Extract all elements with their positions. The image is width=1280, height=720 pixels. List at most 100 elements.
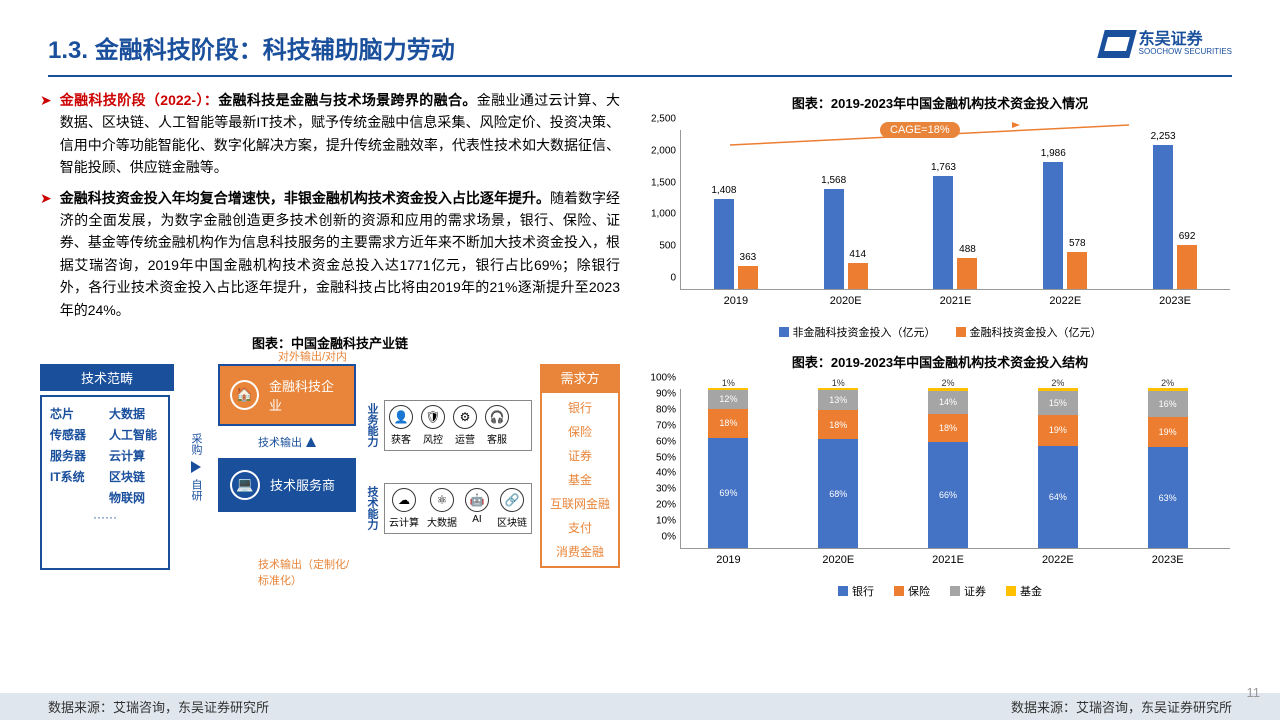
stacked-bar: 64%19%15%2%2022E [1038,388,1078,548]
tech-provider-label: 技术服务商 [270,475,335,494]
industry-chain-diagram: 技术范畴 芯片大数据传感器人工智能服务器云计算IT系统区块链物联网······ … [40,364,620,570]
y-axis-label: 30% [641,484,676,495]
bullet-text: 金融科技阶段（2022-）：金融科技是金融与技术场景跨界的融合。金融业通过云计算… [60,89,620,179]
tech-item: 服务器 [50,447,101,464]
skill-item: 👤获客 [389,405,413,446]
skill-item: ⚛大数据 [427,488,457,529]
skill-icon: 🔗 [500,488,524,512]
skill-item: 🔗区块链 [497,488,527,529]
bar-segment: 68% [818,439,858,548]
fintech-co-label: 金融科技企业 [269,376,344,414]
bar-segment: 1% [708,388,748,390]
bullet-text: 金融科技资金投入年均复合增速快，非银金融机构技术资金投入占比逐年提升。随着数字经… [60,187,620,321]
bar-segment: 18% [708,409,748,438]
arrow-up-icon [306,437,316,447]
tech-item: 芯片 [50,405,101,422]
skill-item: 🛡风控 [421,405,445,446]
tech-item: 区块链 [109,468,160,485]
legend-item: 金融科技资金投入（亿元） [956,324,1102,340]
tech-skills-box: ☁云计算⚛大数据🤖AI🔗区块链 [384,483,532,534]
y-axis-label: 80% [641,404,676,415]
skill-item: ☁云计算 [389,488,419,529]
legend-item: 银行 [838,583,874,599]
bar-segment: 15% [1038,391,1078,415]
bullet-marker: ➤ [40,89,52,179]
bar-segment: 69% [708,438,748,548]
stacked-bar: 69%18%12%1%2019 [708,388,748,548]
building-icon: 🏠 [230,380,259,410]
demand-item: 保险 [546,423,614,440]
bar: 692 [1177,245,1197,289]
bar-segment: 13% [818,390,858,411]
y-axis-label: 20% [641,500,676,511]
legend-item: 保险 [894,583,930,599]
tech-item: 物联网 [109,489,160,506]
bar-group: 1,5684142020E [802,189,890,289]
bar: 414 [848,263,868,289]
y-axis-label: 40% [641,468,676,479]
ext-int-label: 对外输出/对内赋能 [278,348,356,380]
arrow-icon [191,461,201,473]
x-axis-label: 2020E [822,554,854,566]
bar: 488 [957,258,977,289]
x-axis-label: 2020E [830,295,862,307]
chart2-legend: 银行保险证券基金 [640,583,1240,599]
tech-item: 人工智能 [109,426,160,443]
stacked-bar: 66%18%14%2%2021E [928,388,968,548]
skill-icon: ☁ [392,488,416,512]
y-axis-label: 2,000 [641,145,676,156]
skill-item: 🎧客服 [485,405,509,446]
demand-list: 银行保险证券基金互联网金融支付消费金融 [540,391,620,568]
bar-group: 2,2536922023E [1131,145,1219,289]
x-axis-label: 2019 [724,295,748,307]
demand-item: 基金 [546,471,614,488]
tech-scope-label: 技术范畴 [40,364,174,391]
demand-item: 支付 [546,519,614,536]
tech-out-custom-label: 技术输出（定制化/标准化） [258,556,356,588]
bar-group: 1,7634882021E [912,176,1000,289]
logo-icon [1097,30,1137,58]
y-axis-label: 60% [641,436,676,447]
tech-item: IT系统 [50,468,101,485]
bar-group: 1,4083632019 [692,199,780,289]
biz-cap-label: 业务能力 [364,403,380,447]
tech-item: 云计算 [109,447,160,464]
bar: 1,986 [1043,162,1063,289]
bar-segment: 63% [1148,447,1188,548]
y-axis-label: 90% [641,388,676,399]
bar-segment: 18% [818,410,858,439]
y-axis-label: 100% [641,373,676,384]
bar-segment: 12% [708,390,748,409]
y-axis-label: 10% [641,516,676,527]
bar-chart: CAGE=18% 05001,0001,5002,0002,5001,40836… [640,120,1240,320]
computer-icon: 💻 [230,470,260,500]
bar-group: 1,9865782022E [1021,162,1109,289]
bar: 578 [1067,252,1087,289]
y-axis-label: 500 [641,241,676,252]
footer-right: 数据来源：艾瑞咨询，东吴证券研究所 [1011,697,1232,716]
x-axis-label: 2021E [940,295,972,307]
y-axis-label: 0% [641,532,676,543]
demand-item: 证券 [546,447,614,464]
x-axis-label: 2019 [716,554,740,566]
bar-segment: 18% [928,414,968,443]
bar: 2,253 [1153,145,1173,289]
footer-left: 数据来源：艾瑞咨询，东吴证券研究所 [48,697,269,716]
bar-segment: 19% [1038,415,1078,445]
bar-segment: 2% [1148,388,1188,391]
bar-segment: 66% [928,442,968,548]
stacked-bar: 63%19%16%2%2023E [1148,388,1188,548]
logo: 东吴证券 SOOCHOW SECURITIES [1101,30,1232,58]
y-axis-label: 0 [641,273,676,284]
tech-item [50,489,101,506]
bar-segment: 2% [928,388,968,391]
bar-segment: 19% [1148,417,1188,447]
x-axis-label: 2023E [1159,295,1191,307]
demand-item: 消费金融 [546,543,614,560]
y-axis-label: 2,500 [641,114,676,125]
chart1-legend: 非金融科技资金投入（亿元）金融科技资金投入（亿元） [640,324,1240,340]
skill-icon: ⚙ [453,405,477,429]
tech-item: 传感器 [50,426,101,443]
bar: 1,568 [824,189,844,289]
biz-skills-box: 👤获客🛡风控⚙运营🎧客服 [384,400,532,451]
